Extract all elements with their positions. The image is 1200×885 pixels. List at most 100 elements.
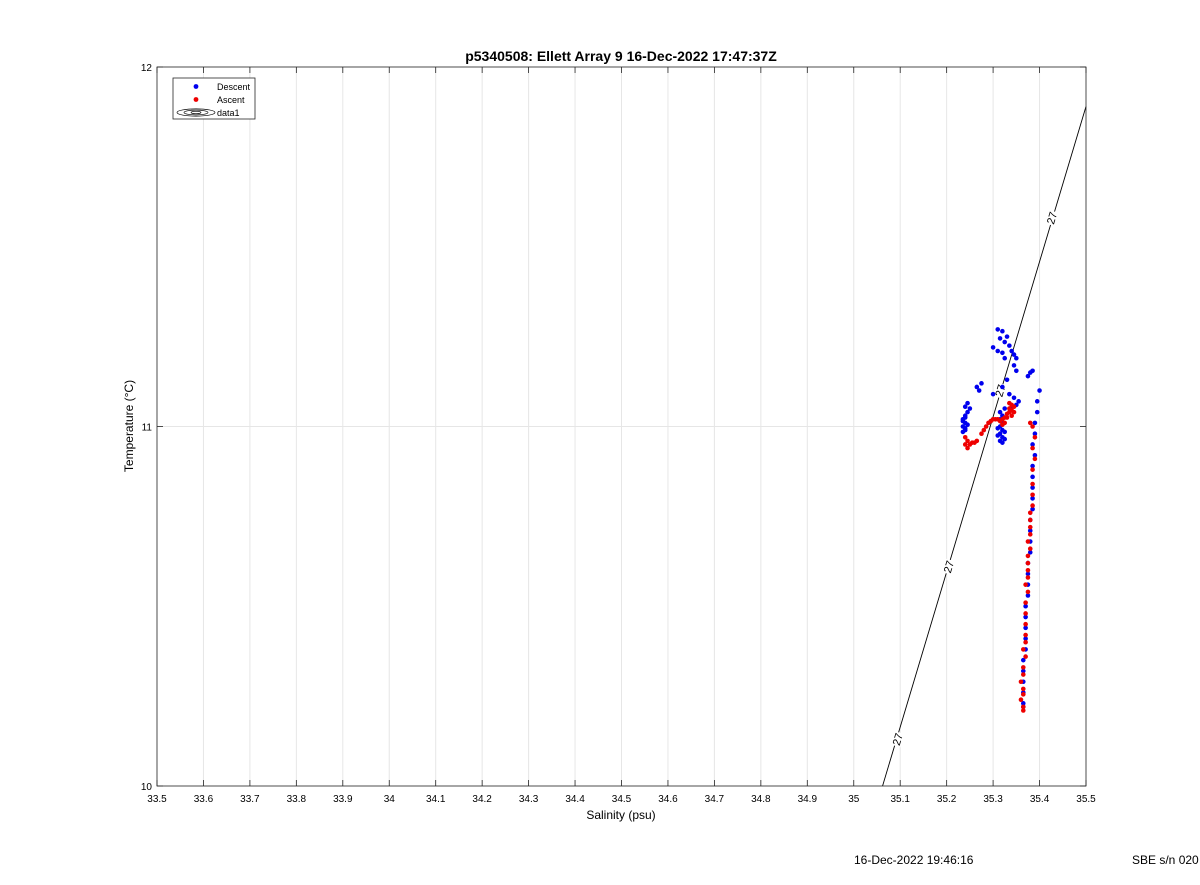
legend-marker-contour xyxy=(176,108,216,117)
descent-point xyxy=(1000,384,1005,390)
descent-point xyxy=(974,384,980,390)
descent-point xyxy=(1023,603,1028,609)
contour-label: 27 xyxy=(1045,211,1060,226)
x-tick-label: 35.2 xyxy=(937,794,957,805)
x-tick-label: 34.8 xyxy=(751,794,771,805)
descent-point xyxy=(1037,388,1042,393)
contour-label: 27 xyxy=(891,732,906,747)
x-tick-label: 34.9 xyxy=(798,794,818,805)
descent-point xyxy=(1027,528,1033,534)
footer-serial-number: SBE s/n 020 xyxy=(1132,853,1199,867)
descent-point xyxy=(965,409,970,415)
descent-point xyxy=(995,327,1001,332)
descent-point xyxy=(967,406,973,411)
descent-point xyxy=(1002,429,1008,435)
descent-point xyxy=(1020,701,1026,706)
x-tick-label: 34.1 xyxy=(426,794,446,805)
ascent-point xyxy=(1027,524,1033,530)
y-tick-label: 11 xyxy=(142,423,153,434)
ascent-point xyxy=(1011,409,1017,415)
ascent-point xyxy=(1020,647,1026,652)
descent-point xyxy=(976,388,982,393)
descent-point xyxy=(1000,440,1005,445)
ascent-point xyxy=(1000,422,1005,428)
x-tick-label: 34.2 xyxy=(472,794,492,805)
descent-point xyxy=(962,404,968,410)
ascent-point xyxy=(1018,679,1024,685)
legend-label-descent: Descent xyxy=(217,82,251,92)
descent-point xyxy=(1000,328,1005,334)
ascent-point xyxy=(1020,686,1026,692)
legend: Descent Ascent data1 xyxy=(172,77,256,120)
ascent-point xyxy=(1023,654,1028,659)
x-tick-label: 33.8 xyxy=(287,794,307,805)
ascent-point xyxy=(1025,553,1031,559)
descent-point xyxy=(1023,614,1028,620)
descent-point xyxy=(990,345,996,350)
x-tick-label: 34.6 xyxy=(658,794,678,805)
ascent-point xyxy=(965,438,970,444)
footer-timestamp: 16-Dec-2022 19:46:16 xyxy=(854,853,974,867)
y-axis-label: Temperature (°C) xyxy=(122,380,136,472)
descent-point xyxy=(1004,334,1010,339)
descent-point xyxy=(995,433,1001,438)
descent-point xyxy=(995,425,1001,431)
x-tick-label: 34.4 xyxy=(565,794,585,805)
descent-point xyxy=(997,336,1003,341)
descent-point xyxy=(1002,339,1008,345)
x-tick-label: 33.5 xyxy=(147,794,167,805)
descent-point xyxy=(1007,391,1012,397)
descent-point xyxy=(965,422,970,428)
ascent-point xyxy=(1027,532,1033,537)
legend-marker-descent xyxy=(193,84,199,89)
x-tick-label: 33.9 xyxy=(333,794,353,805)
descent-point xyxy=(965,400,970,406)
descent-point xyxy=(1004,377,1010,383)
descent-point xyxy=(1011,395,1017,401)
grid-layer xyxy=(156,66,1087,787)
descent-point xyxy=(1014,368,1019,374)
ascent-point xyxy=(1007,406,1012,411)
descent-point xyxy=(1009,348,1014,354)
descent-point xyxy=(1025,593,1031,598)
descent-point xyxy=(979,381,984,386)
descent-point xyxy=(1034,409,1040,415)
ascent-point xyxy=(1023,582,1028,587)
descent-point xyxy=(1011,352,1017,357)
ascent-point xyxy=(1025,589,1031,595)
ascent-point xyxy=(1023,621,1028,627)
ascent-point xyxy=(965,445,970,451)
descent-point xyxy=(1030,474,1035,480)
descent-point xyxy=(1034,399,1040,404)
contour-label-background xyxy=(941,558,956,575)
ascent-point xyxy=(1007,400,1012,406)
x-tick-label: 34 xyxy=(384,794,396,805)
ascent-point xyxy=(1023,632,1028,638)
contour-label-background xyxy=(890,731,905,748)
ascent-point xyxy=(1023,639,1028,645)
x-tick-label: 35 xyxy=(848,794,860,805)
ascent-point xyxy=(1030,424,1035,429)
x-tick-label: 35.1 xyxy=(890,794,910,805)
contour-label: 27 xyxy=(994,383,1009,398)
ascent-point xyxy=(1020,665,1026,670)
x-tick-label: 35.5 xyxy=(1076,794,1096,805)
ascent-point xyxy=(1018,697,1024,703)
descent-point xyxy=(1025,373,1031,379)
ascent-point xyxy=(983,424,989,429)
descent-point xyxy=(1030,496,1035,501)
legend-box xyxy=(172,77,256,120)
descent-point xyxy=(1030,368,1035,374)
descent-point xyxy=(1000,350,1005,356)
chart-title: p5340508: Ellett Array 9 16-Dec-2022 17:… xyxy=(465,48,777,64)
ascent-point xyxy=(1030,445,1035,451)
ascent-point xyxy=(1030,467,1035,472)
x-tick-label: 35.4 xyxy=(1030,794,1050,805)
x-tick-label: 35.3 xyxy=(983,794,1003,805)
x-tick-label: 34.7 xyxy=(705,794,725,805)
descent-point xyxy=(997,409,1003,415)
ascent-point xyxy=(1027,510,1033,516)
ascent-point xyxy=(1025,575,1031,580)
descent-point xyxy=(1030,485,1035,490)
